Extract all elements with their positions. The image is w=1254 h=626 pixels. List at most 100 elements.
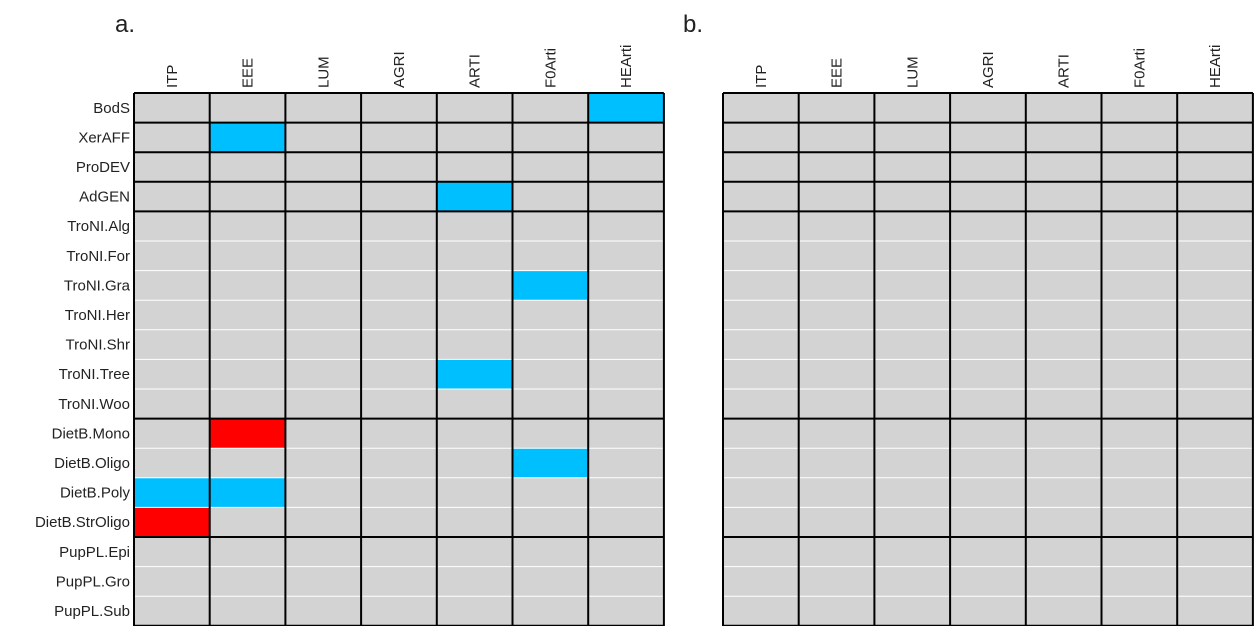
heatmap-cell <box>588 329 665 360</box>
heatmap-cell <box>950 537 1027 568</box>
heatmap-cell <box>361 300 438 331</box>
heatmap-cell <box>512 241 589 272</box>
heatmap-cell <box>1025 122 1102 153</box>
heatmap-cell <box>874 596 951 626</box>
heatmap-cell <box>723 359 800 390</box>
heatmap-cell <box>723 152 800 183</box>
heatmap-cell <box>361 270 438 301</box>
heatmap-cell <box>1101 477 1178 508</box>
heatmap-cell <box>874 211 951 242</box>
heatmap-cell <box>588 181 665 212</box>
heatmap-cell <box>134 477 211 508</box>
heatmap-cell <box>209 152 286 183</box>
heatmap-cell <box>1177 93 1254 124</box>
heatmap-cell <box>798 418 875 449</box>
column-label: EEE <box>240 58 257 88</box>
heatmap-cell <box>436 418 513 449</box>
row-label: DietB.Oligo <box>54 455 130 472</box>
heatmap-cell <box>209 448 286 479</box>
heatmap-cell <box>874 477 951 508</box>
heatmap-cell <box>723 389 800 420</box>
heatmap-cell <box>798 241 875 272</box>
heatmap-cell <box>1101 211 1178 242</box>
heatmap-cell <box>588 566 665 597</box>
heatmap-cell <box>209 300 286 331</box>
heatmap-cell <box>723 93 800 124</box>
heatmap-cell <box>361 122 438 153</box>
heatmap-cell <box>1025 241 1102 272</box>
heatmap-cell <box>436 507 513 538</box>
heatmap-cell <box>436 566 513 597</box>
heatmap-cell <box>436 329 513 360</box>
heatmap-cell <box>798 152 875 183</box>
heatmap-cell <box>209 211 286 242</box>
heatmap-cell <box>723 448 800 479</box>
heatmap-panel-a: a. ITP EEE LUM AGRI ARTI F0Arti HEArti BodS XerAF… <box>35 11 665 626</box>
heatmap-cell <box>436 270 513 301</box>
heatmap-cell <box>512 359 589 390</box>
heatmap-cell <box>209 507 286 538</box>
heatmap-cell <box>285 122 362 153</box>
heatmap-cell <box>436 359 513 390</box>
column-label: ARTI <box>1056 54 1073 88</box>
heatmap-cell <box>723 418 800 449</box>
heatmap-cell <box>436 300 513 331</box>
heatmap-cell <box>285 211 362 242</box>
heatmap-cell <box>723 537 800 568</box>
heatmap-cell <box>1101 596 1178 626</box>
heatmap-cell <box>134 93 211 124</box>
heatmap-cell <box>134 241 211 272</box>
heatmap-cell <box>874 566 951 597</box>
column-label: AGRI <box>391 51 408 88</box>
heatmap-cell <box>723 181 800 212</box>
heatmap-cell <box>723 477 800 508</box>
heatmap-cell <box>1177 270 1254 301</box>
row-label: TroNI.Her <box>65 307 130 324</box>
row-label: TroNI.Woo <box>58 396 130 413</box>
heatmap-cell <box>209 566 286 597</box>
heatmap-cell <box>874 152 951 183</box>
heatmap-cell <box>588 537 665 568</box>
heatmap-cell <box>209 181 286 212</box>
heatmap-cell <box>285 418 362 449</box>
heatmap-cell <box>209 418 286 449</box>
heatmap-cell <box>436 241 513 272</box>
heatmap-cell <box>1101 122 1178 153</box>
heatmap-cell <box>1177 329 1254 360</box>
heatmap-cell <box>950 477 1027 508</box>
heatmap-cell <box>1177 241 1254 272</box>
heatmap-cell <box>798 181 875 212</box>
heatmap-cell <box>209 241 286 272</box>
heatmap-cell <box>436 596 513 626</box>
row-label: TroNI.For <box>66 248 130 265</box>
column-label: AGRI <box>980 51 997 88</box>
heatmap-cell <box>512 329 589 360</box>
heatmap-cell <box>588 418 665 449</box>
row-label: PupPL.Gro <box>56 573 130 590</box>
row-label: TroNI.Shr <box>66 337 130 354</box>
panel-label: b. <box>683 11 703 38</box>
row-label: TroNI.Alg <box>67 218 130 235</box>
heatmap-cell <box>723 507 800 538</box>
heatmap-cell <box>588 152 665 183</box>
heatmap-cell <box>588 241 665 272</box>
heatmap-cell <box>798 300 875 331</box>
heatmap-cell <box>950 211 1027 242</box>
heatmap-cell <box>361 93 438 124</box>
heatmap-cell <box>950 596 1027 626</box>
heatmap-cell <box>436 448 513 479</box>
heatmap-cell <box>950 181 1027 212</box>
heatmap-cell <box>588 448 665 479</box>
heatmap-cell <box>588 359 665 390</box>
heatmap-cell <box>588 211 665 242</box>
heatmap-cell <box>1177 181 1254 212</box>
heatmap-cell <box>1101 270 1178 301</box>
heatmap-cell <box>209 270 286 301</box>
heatmap-cell <box>874 329 951 360</box>
heatmap-cell <box>285 596 362 626</box>
heatmap-cell <box>512 418 589 449</box>
heatmap-cell <box>798 389 875 420</box>
heatmap-cell <box>798 122 875 153</box>
heatmap-cell <box>134 389 211 420</box>
